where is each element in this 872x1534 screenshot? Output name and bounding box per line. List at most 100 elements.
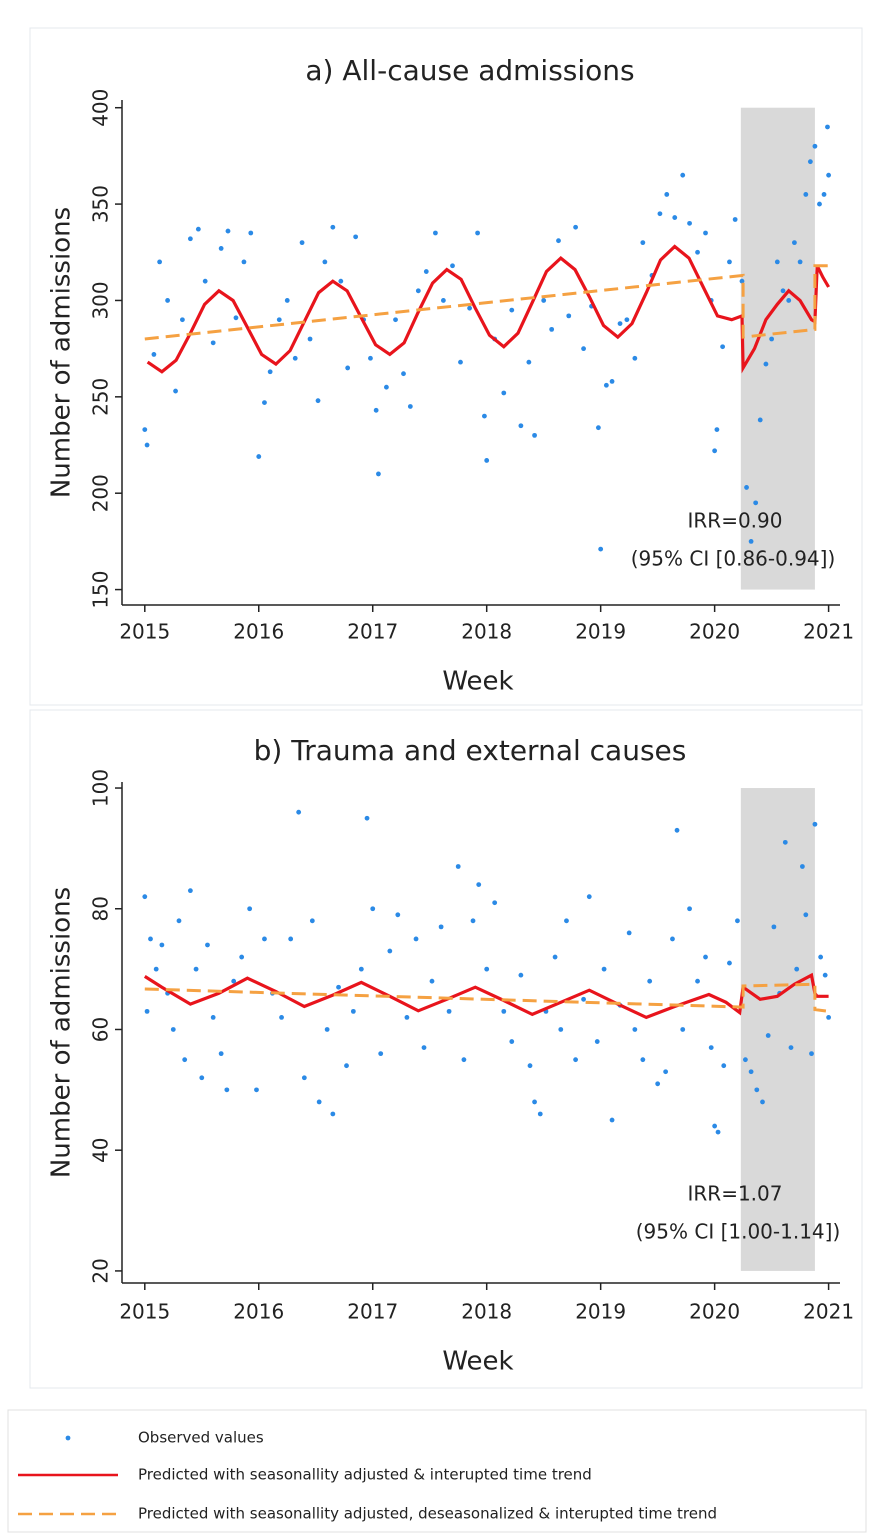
observed-point [307,336,313,342]
observed-point [205,942,210,948]
observed-point [210,1015,216,1020]
observed-point [475,230,480,236]
observed-point [353,234,359,240]
observed-point [609,379,615,384]
trend-line [144,982,829,1013]
predicted-line [143,972,829,1020]
observed-point [415,288,421,294]
observed-point [509,1039,515,1044]
observed-point [794,966,800,972]
observed-point [663,1069,669,1075]
annotation: (95% CI [0.86-0.94]) [631,547,836,571]
panel-frame [29,27,863,706]
observed-point [526,359,532,365]
observed-point [173,388,178,394]
observed-point [771,924,777,930]
observed-point [358,966,364,972]
observed-point [180,317,185,323]
observed-point [527,1063,533,1069]
y-tick-label: 60 [89,1017,113,1042]
observed-point [680,172,686,178]
observed-point [144,1008,150,1014]
observed-point [640,240,646,246]
observed-point [148,936,153,942]
x-tick-label: 2018 [461,1300,512,1324]
observed-point [165,298,170,303]
observed-point [423,269,429,274]
observed-point [338,278,344,284]
observed-point [247,906,253,912]
observed-point [345,365,351,371]
observed-point [573,1057,578,1063]
observed-point [224,1087,230,1093]
observed-point [744,485,749,490]
observed-point [586,894,592,900]
observed-point [316,1099,322,1105]
y-tick-label: 100 [89,769,113,807]
observed-point [564,918,569,924]
observed-point [142,894,148,900]
observed-point [288,936,294,942]
observed-point [532,432,537,438]
observed-point [350,1008,356,1014]
observed-point [421,1045,427,1050]
observed-point [799,864,805,869]
observed-point [301,1075,307,1081]
observed-point [803,192,809,197]
observed-point [715,1129,721,1135]
observed-point [703,230,708,236]
y-tick-label: 350 [89,185,113,223]
observed-point [763,361,769,367]
observed-point [376,471,381,477]
observed-point [157,259,163,265]
observed-point [739,278,745,284]
x-tick-label: 2016 [233,1300,284,1324]
observed-point [170,1027,176,1032]
x-tick-label: 2015 [119,1300,170,1324]
observed-point [438,924,444,930]
observed-point [809,1051,814,1057]
observed-point [708,1045,714,1050]
observed-point [429,978,435,984]
observed-point [199,1075,205,1081]
observed-point [218,246,224,251]
trend-line [144,264,829,341]
observed-point [617,321,623,326]
observed-point [195,226,201,232]
observed-point [458,359,463,365]
observed-point [324,1027,330,1032]
observed-point [632,1027,638,1032]
y-tick-label: 40 [89,1137,113,1162]
observed-point [566,313,572,319]
observed-point [674,827,680,833]
observed-point [248,230,254,236]
observed-point [687,906,692,912]
observed-point [774,259,780,265]
observed-point [821,192,827,197]
observed-point [664,192,670,197]
observed-point [632,355,638,361]
observed-point [470,918,476,924]
x-tick-label: 2015 [119,620,170,644]
y-tick-label: 200 [89,474,113,512]
observed-point [601,966,607,972]
observed-point [262,936,267,942]
observed-point [315,398,321,404]
observed-point [703,954,708,960]
observed-point [387,948,393,954]
observed-point [757,417,763,423]
observed-point [817,201,822,207]
y-tick-label: 80 [89,896,113,921]
observed-point [193,966,199,972]
observed-point [803,912,809,918]
observed-point [792,240,797,246]
observed-point [672,215,678,220]
observed-point [727,259,732,265]
observed-point [279,1015,284,1020]
observed-point [609,1117,615,1123]
observed-point [262,400,267,406]
observed-point [501,1008,507,1014]
observed-point [144,442,150,448]
y-tick-label: 400 [89,89,113,127]
observed-point [492,900,498,906]
